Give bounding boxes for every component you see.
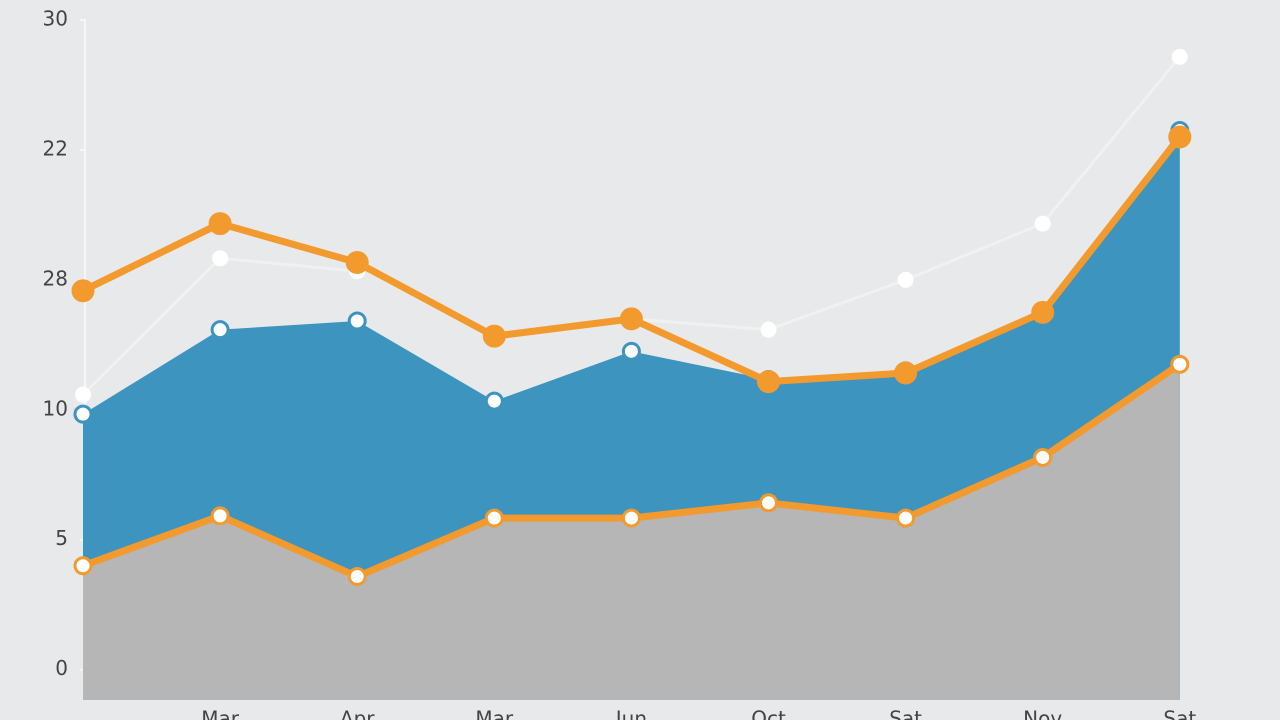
marker	[345, 251, 369, 275]
x-tick-label: Nov	[1023, 707, 1062, 720]
x-tick-label: Sat	[1163, 707, 1196, 720]
x-tick-label: Apr	[340, 707, 375, 720]
y-tick-label: 5	[55, 526, 68, 550]
marker	[1171, 48, 1188, 65]
marker	[212, 250, 229, 267]
marker	[73, 404, 93, 424]
marker	[210, 320, 230, 340]
x-tick-label: Mar	[475, 707, 514, 720]
marker	[484, 391, 504, 411]
marker	[347, 311, 367, 331]
marker	[208, 212, 232, 236]
marker	[1031, 300, 1055, 324]
marker	[896, 508, 916, 528]
y-tick-label: 30	[43, 7, 68, 31]
marker	[897, 271, 914, 288]
marker	[621, 341, 641, 361]
marker	[894, 361, 918, 385]
marker	[1170, 354, 1190, 374]
marker	[73, 556, 93, 576]
marker	[619, 307, 643, 331]
y-tick-label: 10	[43, 396, 68, 420]
marker	[210, 506, 230, 526]
marker	[75, 386, 91, 403]
marker	[71, 279, 95, 303]
marker	[621, 508, 641, 528]
x-tick-label: Jun	[614, 707, 647, 720]
x-tick-label: Mar	[201, 707, 240, 720]
marker	[1033, 447, 1053, 467]
marker	[482, 324, 506, 348]
area	[83, 364, 1180, 700]
marker	[484, 508, 504, 528]
marker	[759, 493, 778, 513]
marker	[1034, 215, 1051, 232]
y-tick-label: 0	[55, 656, 68, 680]
marker	[757, 370, 780, 394]
x-tick-label: Oct	[751, 707, 786, 720]
x-tick-label: Sat	[889, 707, 922, 720]
y-tick-label: 28	[43, 266, 68, 290]
marker	[760, 321, 777, 338]
y-tick-label: 22	[43, 136, 68, 160]
marker	[1168, 125, 1192, 149]
marker	[347, 567, 367, 587]
